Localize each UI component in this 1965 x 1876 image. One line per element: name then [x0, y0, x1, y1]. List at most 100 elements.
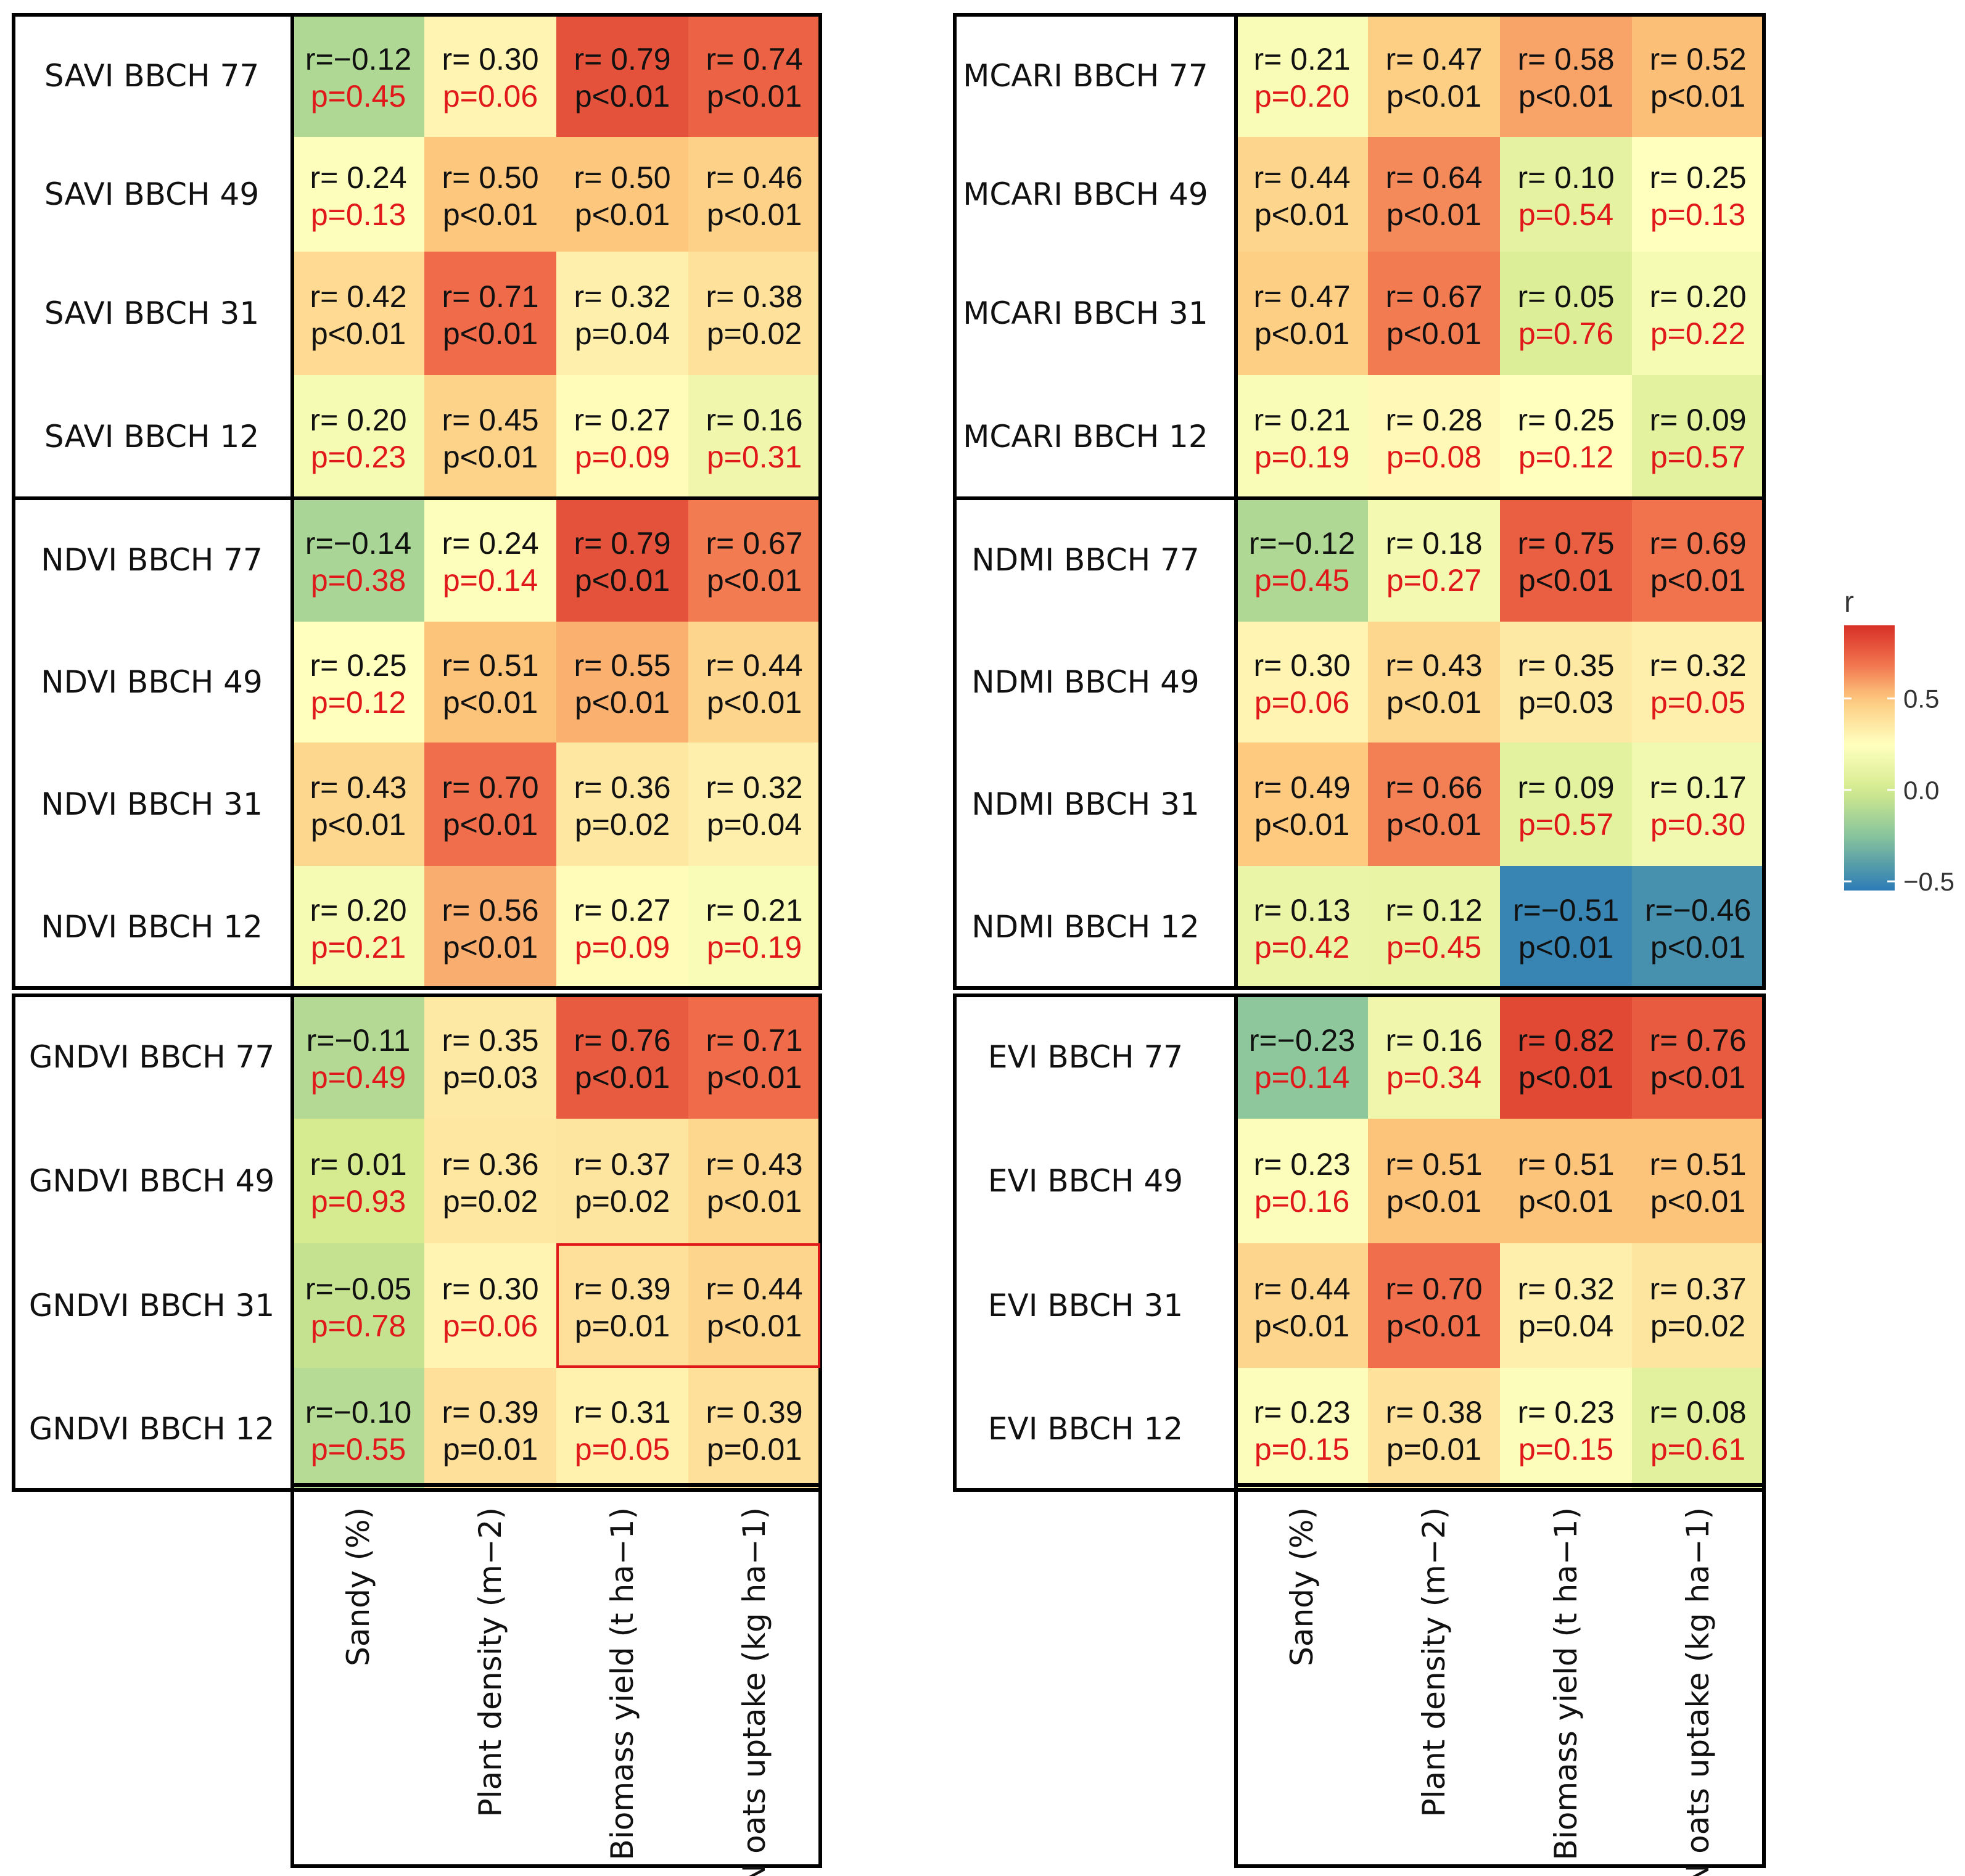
- heatmap-cell: [424, 866, 556, 988]
- cell-r-value: r= 0.42: [310, 279, 406, 314]
- cell-r-value: r= 0.35: [1517, 648, 1614, 683]
- cell-r-value: r= 0.56: [442, 893, 538, 928]
- heatmap-block: MCARI BBCH 77 r= 0.21p=0.20r= 0.47p<0.01r…: [953, 13, 1766, 500]
- cell-p-value: p=0.15: [1254, 1432, 1349, 1467]
- cell-p-value: p=0.21: [311, 930, 406, 965]
- cell-p-value: p=0.05: [1650, 685, 1745, 720]
- cell-p-value: p=0.14: [443, 563, 538, 598]
- heatmap-cell: [424, 252, 556, 375]
- cell-p-value: p<0.01: [1518, 79, 1613, 113]
- cell-r-value: r= 0.44: [1253, 160, 1350, 195]
- heatmap-block: NDMI BBCH 77 r=−0.12p=0.45r= 0.18p=0.27r=…: [953, 496, 1766, 990]
- cell-r-value: r= 0.20: [310, 893, 406, 928]
- heatmap-cell: [1632, 995, 1764, 1119]
- heatmap-cell: [1236, 1243, 1368, 1368]
- heatmap-cell: [1632, 252, 1764, 375]
- cell-p-value: p<0.01: [707, 563, 802, 598]
- heatmap-cell: [424, 375, 556, 498]
- heatmap-cell: [1368, 1119, 1500, 1243]
- cell-r-value: r= 0.45: [442, 403, 538, 437]
- heatmap-cell: [1500, 866, 1632, 988]
- column-label-box: [290, 1483, 822, 1868]
- cell-r-value: r= 0.66: [1385, 770, 1482, 805]
- cell-p-value: p<0.01: [575, 79, 670, 113]
- cell-r-value: r= 0.09: [1517, 770, 1614, 805]
- cell-p-value: p<0.01: [575, 685, 670, 720]
- heatmap-cell: [1500, 137, 1632, 252]
- cell-p-value: p=0.09: [575, 440, 670, 474]
- cell-r-value: r= 0.30: [442, 42, 538, 76]
- cell-r-value: r= 0.08: [1649, 1395, 1746, 1430]
- heatmap-cell: [1632, 866, 1764, 988]
- cell-r-value: r= 0.51: [442, 648, 538, 683]
- cell-r-value: r=−0.05: [305, 1272, 411, 1306]
- heatmap-cell: [1632, 1368, 1764, 1490]
- cell-r-value: r= 0.52: [1649, 42, 1746, 76]
- cell-r-value: r= 0.23: [1253, 1147, 1350, 1182]
- cell-r-value: r= 0.17: [1649, 770, 1746, 805]
- cell-p-value: p<0.01: [1386, 316, 1481, 351]
- legend-tick-label: 0.0: [1903, 776, 1939, 805]
- heatmap-cell: [556, 866, 688, 988]
- cell-r-value: r= 0.74: [706, 42, 802, 76]
- cell-p-value: p=0.45: [1386, 930, 1481, 965]
- legend-tick-label: −0.5: [1903, 867, 1955, 896]
- cell-r-value: r= 0.79: [574, 526, 670, 561]
- cell-r-value: r=−0.11: [307, 1023, 411, 1058]
- cell-p-value: p<0.01: [311, 316, 406, 351]
- cell-r-value: r= 0.24: [442, 526, 538, 561]
- cell-p-value: p=0.19: [1254, 440, 1349, 474]
- cell-p-value: p=0.06: [1254, 685, 1349, 720]
- heatmap-cell: [556, 1368, 688, 1490]
- cell-p-value: p=0.02: [707, 316, 802, 351]
- row-label: GNDVI BBCH 77: [29, 1039, 274, 1075]
- heatmap-cell: [1368, 622, 1500, 743]
- heatmap-cell: [1236, 252, 1368, 375]
- block-border: [12, 496, 822, 990]
- cell-r-value: r= 0.51: [1649, 1147, 1746, 1182]
- heatmap-cell: [1236, 375, 1368, 498]
- cell-r-value: r=−0.46: [1645, 893, 1751, 928]
- cell-r-value: r= 0.71: [442, 279, 538, 314]
- cell-p-value: p=0.05: [575, 1432, 670, 1467]
- row-label: SAVI BBCH 12: [44, 419, 259, 455]
- cell-r-value: r= 0.70: [1385, 1272, 1482, 1306]
- cell-r-value: r= 0.13: [1253, 893, 1350, 928]
- cell-p-value: p=0.31: [707, 440, 802, 474]
- cell-r-value: r= 0.58: [1517, 42, 1614, 76]
- cell-p-value: p<0.01: [443, 807, 538, 842]
- row-label: NDMI BBCH 77: [971, 542, 1199, 578]
- cell-p-value: p<0.01: [1518, 1060, 1613, 1095]
- cell-p-value: p=0.16: [1254, 1184, 1349, 1219]
- cell-r-value: r= 0.47: [1253, 279, 1350, 314]
- heatmap-cell: [556, 375, 688, 498]
- heatmap-cell: [292, 252, 424, 375]
- cell-r-value: r= 0.32: [1649, 648, 1746, 683]
- cell-p-value: p=0.06: [443, 79, 538, 113]
- heatmap-cell: [424, 1119, 556, 1243]
- heatmap-cell: [424, 1243, 556, 1368]
- cell-p-value: p<0.01: [707, 197, 802, 232]
- cell-r-value: r= 0.09: [1649, 403, 1746, 437]
- cell-p-value: p=0.03: [1518, 685, 1613, 720]
- cell-p-value: p=0.19: [707, 930, 802, 965]
- cell-r-value: r= 0.51: [1385, 1147, 1482, 1182]
- cell-r-value: r= 0.31: [574, 1395, 670, 1430]
- heatmap-cell: [424, 743, 556, 866]
- heatmap-cell: [688, 498, 820, 622]
- cell-r-value: r= 0.37: [1649, 1272, 1746, 1306]
- heatmap-cell: [688, 866, 820, 988]
- cell-p-value: p=0.09: [575, 930, 670, 965]
- cell-p-value: p<0.01: [707, 1184, 802, 1219]
- cell-r-value: r= 0.36: [442, 1147, 538, 1182]
- heatmap-cell: [688, 995, 820, 1119]
- cell-p-value: p<0.01: [707, 79, 802, 113]
- heatmap-cell: [1500, 375, 1632, 498]
- heatmap-cell: [1632, 498, 1764, 622]
- cell-p-value: p<0.01: [575, 563, 670, 598]
- row-label: NDMI BBCH 49: [971, 664, 1199, 700]
- row-label: EVI BBCH 77: [988, 1039, 1183, 1075]
- cell-p-value: p=0.45: [311, 79, 406, 113]
- cell-p-value: p<0.01: [1386, 79, 1481, 113]
- heatmap-cell: [556, 995, 688, 1119]
